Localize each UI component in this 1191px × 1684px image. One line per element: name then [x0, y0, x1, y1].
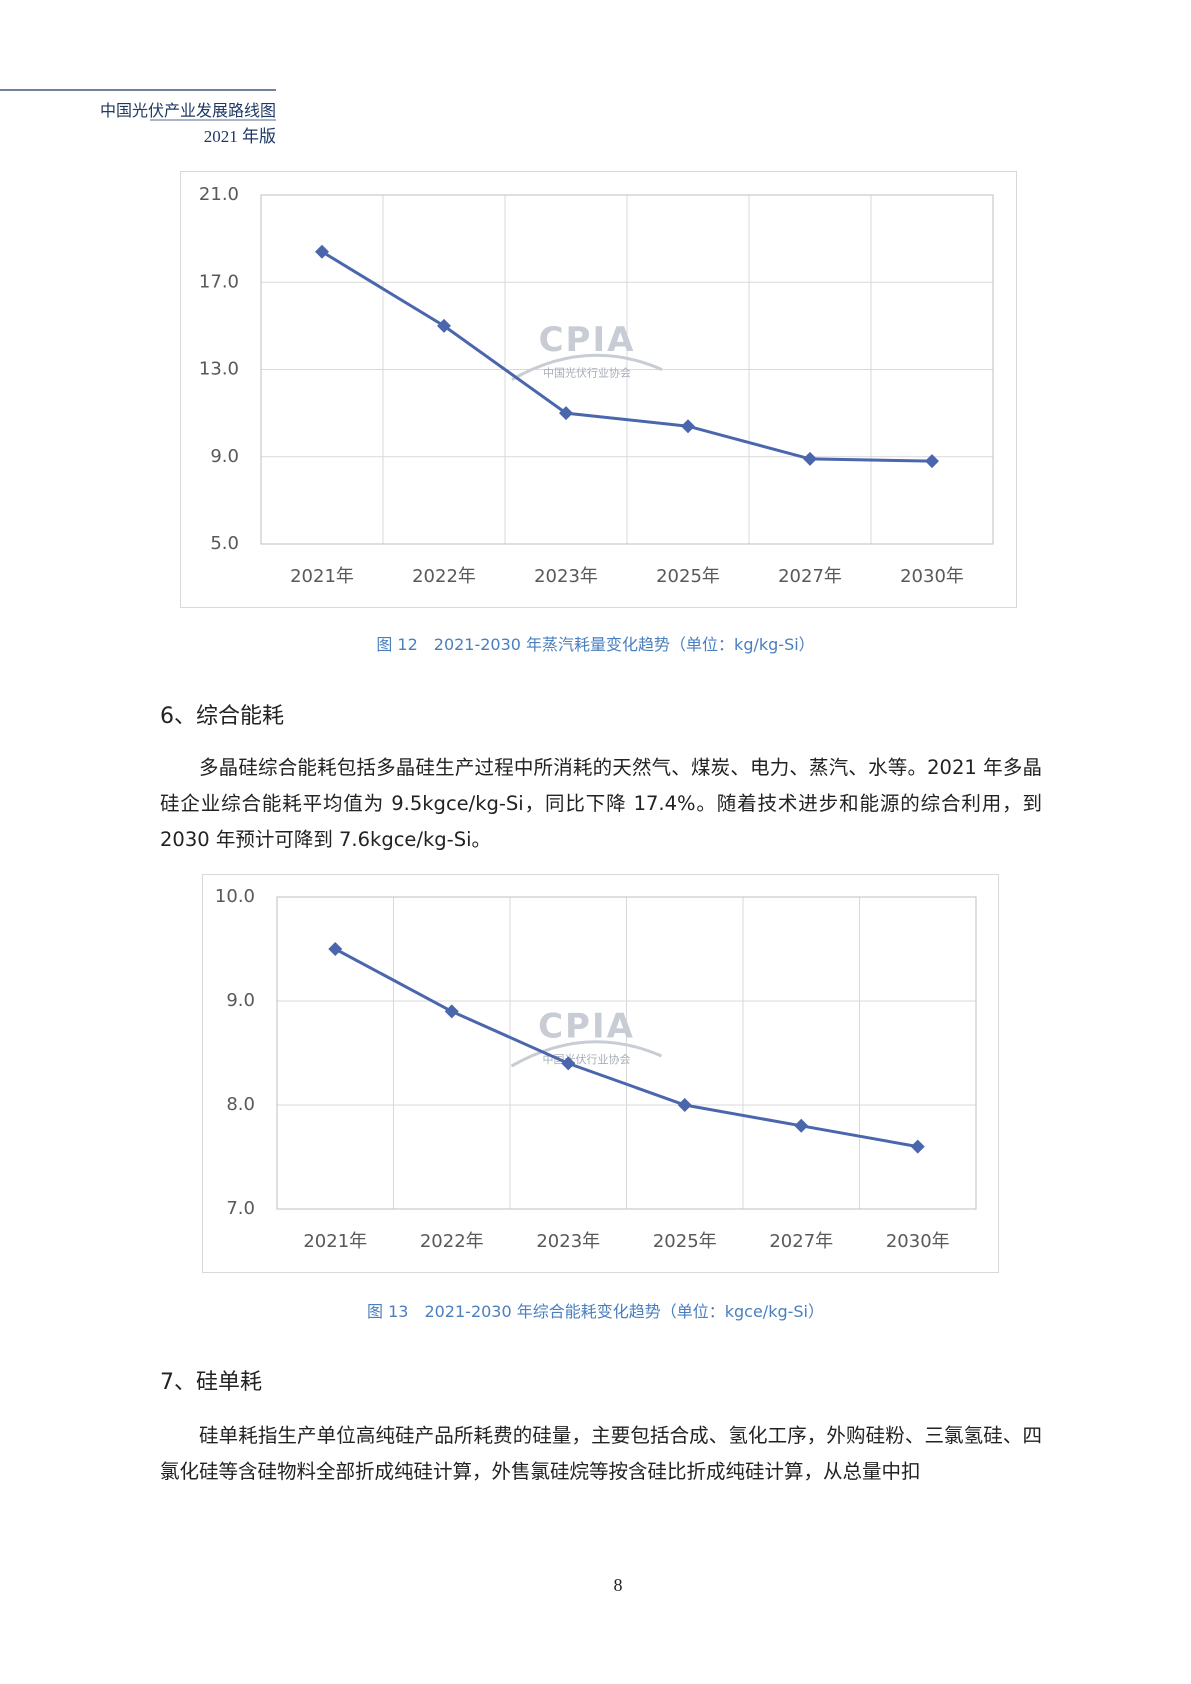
header-title: 中国光伏产业发展路线图 [99, 101, 276, 120]
header-edition: 2021 年版 [203, 127, 276, 146]
y-tick-label: 9.0 [210, 446, 239, 467]
plot-border [276, 896, 977, 1210]
x-tick-label: 2023年 [536, 1231, 600, 1252]
marker [559, 406, 573, 421]
line [321, 250, 933, 463]
paragraph: 硅单耗指生产单位高纯硅产品所耗费的硅量，主要包括合成、氢化工序，外购硅粉、三氯氢… [160, 1424, 1042, 1483]
y-tick-label: 21.0 [199, 184, 239, 205]
marker [677, 1098, 692, 1112]
watermark-name: 中国光伏行业协会 [543, 366, 631, 380]
caption: 图 13 2021-2030 年综合能耗变化趋势（单位：kgce/kg-Si） [367, 1302, 824, 1321]
marker [437, 318, 451, 333]
section-heading: 7、硅单耗 [160, 1370, 262, 1395]
x-tick-label: 2027年 [769, 1231, 833, 1252]
x-tick-label: 2030年 [900, 566, 964, 587]
watermark-swoosh [510, 1040, 663, 1068]
watermark-logo: CPIA [538, 1007, 635, 1047]
x-tick-label: 2023年 [534, 566, 598, 587]
x-tick-label: 2021年 [303, 1231, 367, 1252]
x-tick-label: 2025年 [653, 1231, 717, 1252]
marker [561, 1056, 576, 1071]
y-tick-label: 10.0 [215, 886, 255, 907]
plot-border [260, 194, 994, 545]
marker [444, 1004, 459, 1019]
marker [315, 244, 329, 259]
y-tick-label: 17.0 [199, 271, 239, 292]
x-tick-label: 2030年 [886, 1231, 950, 1252]
marker [910, 1139, 925, 1154]
y-tick-label: 5.0 [210, 533, 239, 554]
line [334, 947, 919, 1149]
page-number: 8 [613, 1575, 623, 1595]
marker [681, 419, 695, 434]
watermark-logo: CPIA [539, 320, 636, 360]
y-tick-label: 9.0 [226, 990, 255, 1011]
y-tick-label: 8.0 [226, 1094, 255, 1115]
x-tick-label: 2025年 [656, 566, 720, 587]
section-heading: 6、综合能耗 [160, 704, 284, 729]
x-tick-label: 2027年 [778, 566, 842, 587]
y-tick-label: 7.0 [226, 1198, 255, 1219]
chart: 7.0 8.0 9.0 10.0 2021年 2022年 2023年 2025年 2027年 20… [202, 874, 999, 1273]
caption: 图 12 2021-2030 年蒸汽耗量变化趋势（单位：kg/kg-Si） [376, 635, 815, 654]
marker [328, 942, 343, 956]
y-tick-label: 13.0 [199, 359, 239, 380]
header-rules [0, 89, 276, 121]
x-tick-label: 2022年 [420, 1231, 484, 1252]
marker [794, 1118, 809, 1133]
chart: 5.0 9.0 13.0 17.0 21.0 2021年 2022年 2023年 2025年 20… [180, 171, 1017, 608]
x-tick-label: 2022年 [412, 566, 476, 587]
marker [803, 451, 817, 466]
paragraph: 多晶硅综合能耗包括多晶硅生产过程中所消耗的天然气、煤炭、电力、蒸汽、水等。202… [160, 756, 1042, 851]
watermark-swoosh [511, 353, 663, 381]
x-tick-label: 2021年 [290, 566, 354, 587]
marker [925, 454, 939, 469]
